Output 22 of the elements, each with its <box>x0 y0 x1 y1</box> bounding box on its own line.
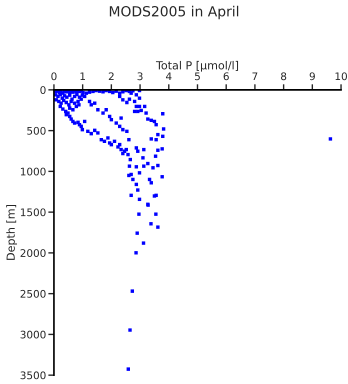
y-tick-label: 2000 <box>20 249 46 257</box>
x-tick-label: 3 <box>138 72 143 80</box>
y-tick-label: 3000 <box>20 330 46 339</box>
y-axis-title: Depth [m] <box>6 205 18 260</box>
y-tick-label: 0 <box>40 86 46 94</box>
x-tick-label: 8 <box>281 72 286 80</box>
x-tick-label: 10 <box>336 72 347 80</box>
x-tick-label: 9 <box>310 72 315 80</box>
x-tick-label: 7 <box>252 72 258 80</box>
x-tick-label: 2 <box>108 72 114 80</box>
x-tick-label: 0 <box>51 72 57 80</box>
y-tick-label: 500 <box>27 126 46 135</box>
x-tick-label: 4 <box>166 72 172 80</box>
y-tick-label: 2500 <box>20 290 46 298</box>
x-tick-label: 6 <box>224 72 229 80</box>
y-tick-label: 1500 <box>20 208 46 216</box>
y-tick-label: 1000 <box>20 168 46 176</box>
x-axis-title: Total P [µmol/l] <box>156 60 238 72</box>
y-tick-label: 3500 <box>20 371 46 380</box>
x-tick-label: 1 <box>80 72 85 80</box>
x-tick-label: 5 <box>194 72 200 80</box>
chart-title: MODS2005 in April <box>110 6 238 20</box>
